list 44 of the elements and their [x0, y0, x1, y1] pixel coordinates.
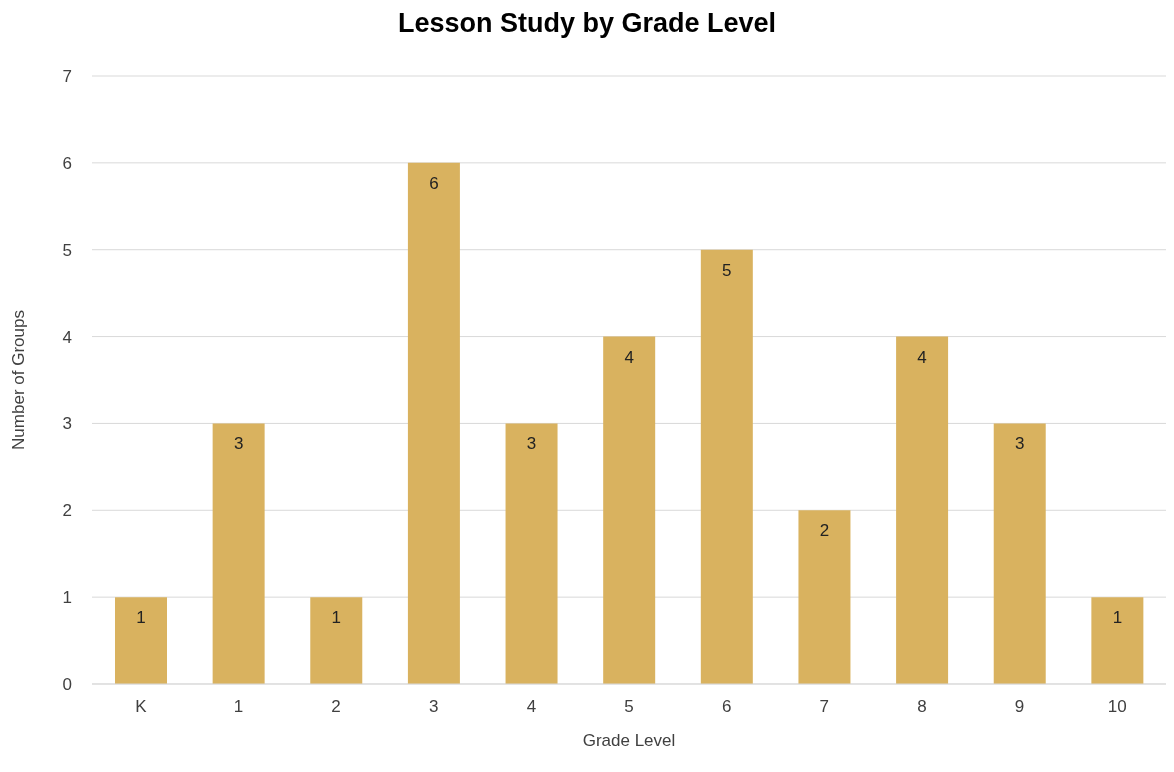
data-label: 1	[136, 608, 146, 628]
data-label: 1	[331, 608, 342, 628]
data-label: 4	[917, 347, 927, 367]
bar	[115, 597, 167, 684]
x-tick-label: 6	[721, 697, 732, 717]
bar	[896, 336, 949, 684]
bar	[700, 249, 753, 684]
bar	[505, 423, 558, 684]
x-tick-label: 3	[428, 697, 439, 717]
y-tick-label: 0	[62, 675, 72, 695]
data-label: 2	[819, 521, 830, 541]
data-label: 3	[233, 434, 244, 454]
x-tick-label: 8	[917, 697, 927, 717]
data-label: 6	[429, 173, 439, 193]
x-axis-title: Grade Level	[582, 731, 676, 750]
x-tick-label: 4	[526, 697, 537, 717]
bar	[310, 597, 363, 684]
x-tick-label: K	[135, 697, 148, 717]
bar	[1091, 597, 1144, 684]
y-tick-label: 2	[62, 501, 72, 521]
bar	[603, 336, 656, 684]
data-label: 5	[722, 260, 732, 280]
y-axis-title: Number of Groups	[9, 310, 29, 450]
y-tick-label: 1	[62, 588, 72, 608]
bar	[212, 423, 265, 684]
x-tick-label: 5	[624, 697, 634, 717]
data-label: 4	[624, 347, 634, 367]
data-label: 3	[1014, 434, 1025, 454]
y-tick-label: 6	[62, 153, 72, 173]
bar	[993, 423, 1046, 684]
bar	[407, 162, 460, 684]
data-label: 1	[1112, 608, 1123, 628]
x-tick-label: 2	[331, 697, 341, 717]
x-tick-label: 10	[1107, 697, 1127, 717]
y-tick-label: 3	[62, 414, 72, 434]
x-tick-label: 7	[819, 697, 830, 717]
y-tick-label: 5	[62, 240, 72, 260]
x-tick-label: 1	[233, 697, 244, 717]
y-tick-label: 7	[62, 67, 72, 87]
chart-title: Lesson Study by Grade Level	[396, 8, 778, 40]
data-label: 3	[526, 434, 537, 454]
bar	[798, 510, 851, 684]
y-tick-label: 4	[62, 327, 72, 347]
x-tick-label: 9	[1014, 697, 1025, 717]
